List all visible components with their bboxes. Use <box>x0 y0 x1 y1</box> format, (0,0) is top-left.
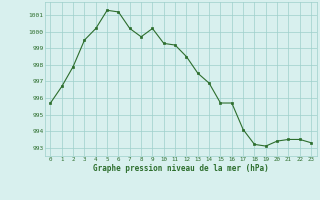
X-axis label: Graphe pression niveau de la mer (hPa): Graphe pression niveau de la mer (hPa) <box>93 164 269 173</box>
